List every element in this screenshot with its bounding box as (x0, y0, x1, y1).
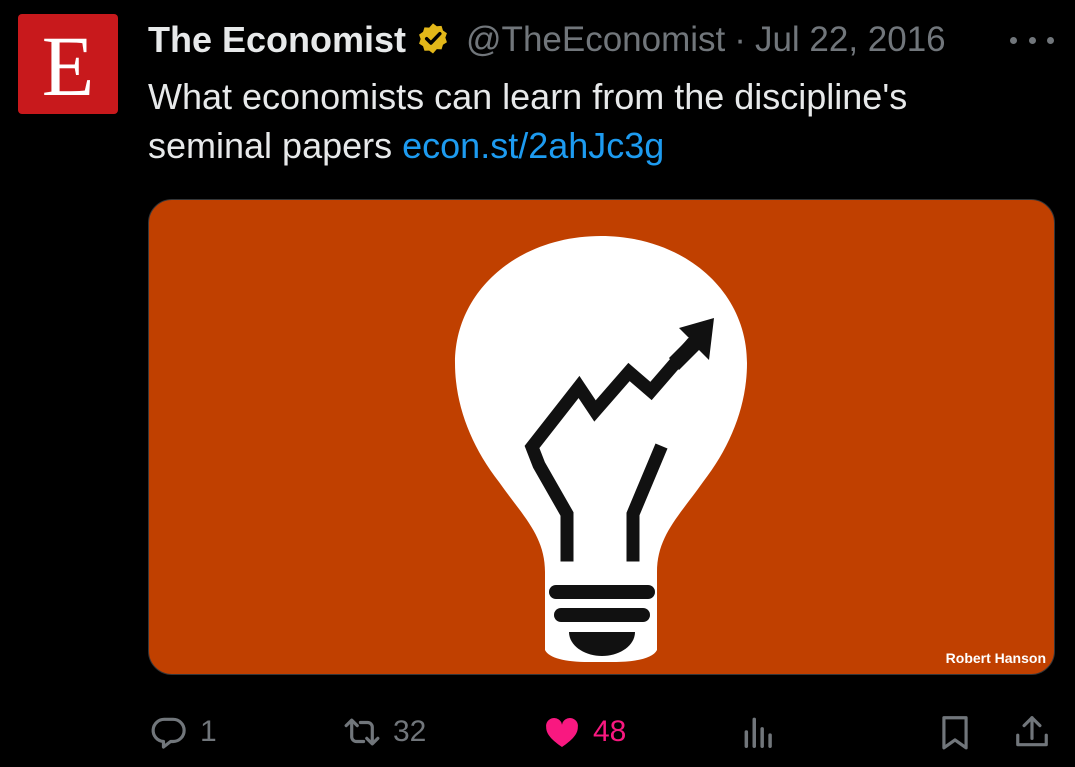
more-options-icon[interactable] (1010, 22, 1054, 58)
retweet-count: 32 (393, 715, 427, 748)
image-credit: Robert Hanson (945, 650, 1046, 666)
reply-icon (151, 717, 186, 749)
tweet-date[interactable]: Jul 22, 2016 (754, 20, 946, 59)
bookmark-button[interactable] (936, 702, 974, 762)
author-name[interactable]: The Economist (148, 19, 407, 60)
reply-button[interactable]: 1 (150, 702, 217, 762)
like-count: 48 (593, 715, 627, 748)
share-button[interactable] (1013, 702, 1051, 762)
avatar-letter: E (41, 18, 95, 114)
views-button[interactable] (740, 702, 778, 762)
separator-dot: · (734, 20, 746, 59)
tweet-media-image[interactable]: Robert Hanson (148, 199, 1055, 675)
lightbulb-chart-illustration (455, 236, 747, 662)
author-handle[interactable]: @TheEconomist (466, 20, 726, 59)
reply-count: 1 (200, 715, 217, 748)
tweet-body: What economists can learn from the disci… (148, 76, 908, 166)
share-icon (1016, 716, 1048, 747)
tweet-header: The Economist @TheEconomist · Jul 22, 20… (148, 16, 946, 64)
tweet-text: What economists can learn from the disci… (148, 72, 1028, 170)
verified-badge-icon[interactable] (414, 21, 452, 59)
like-button[interactable]: 48 (543, 702, 626, 762)
retweet-icon (344, 718, 380, 746)
bookmark-icon (942, 716, 968, 750)
avatar[interactable]: E (18, 14, 118, 114)
retweet-button[interactable]: 32 (343, 702, 426, 762)
tweet-link[interactable]: econ.st/2ahJc3g (402, 125, 665, 166)
views-icon (744, 717, 772, 748)
action-bar: 1 32 48 (148, 702, 1058, 762)
heart-icon (546, 717, 578, 748)
